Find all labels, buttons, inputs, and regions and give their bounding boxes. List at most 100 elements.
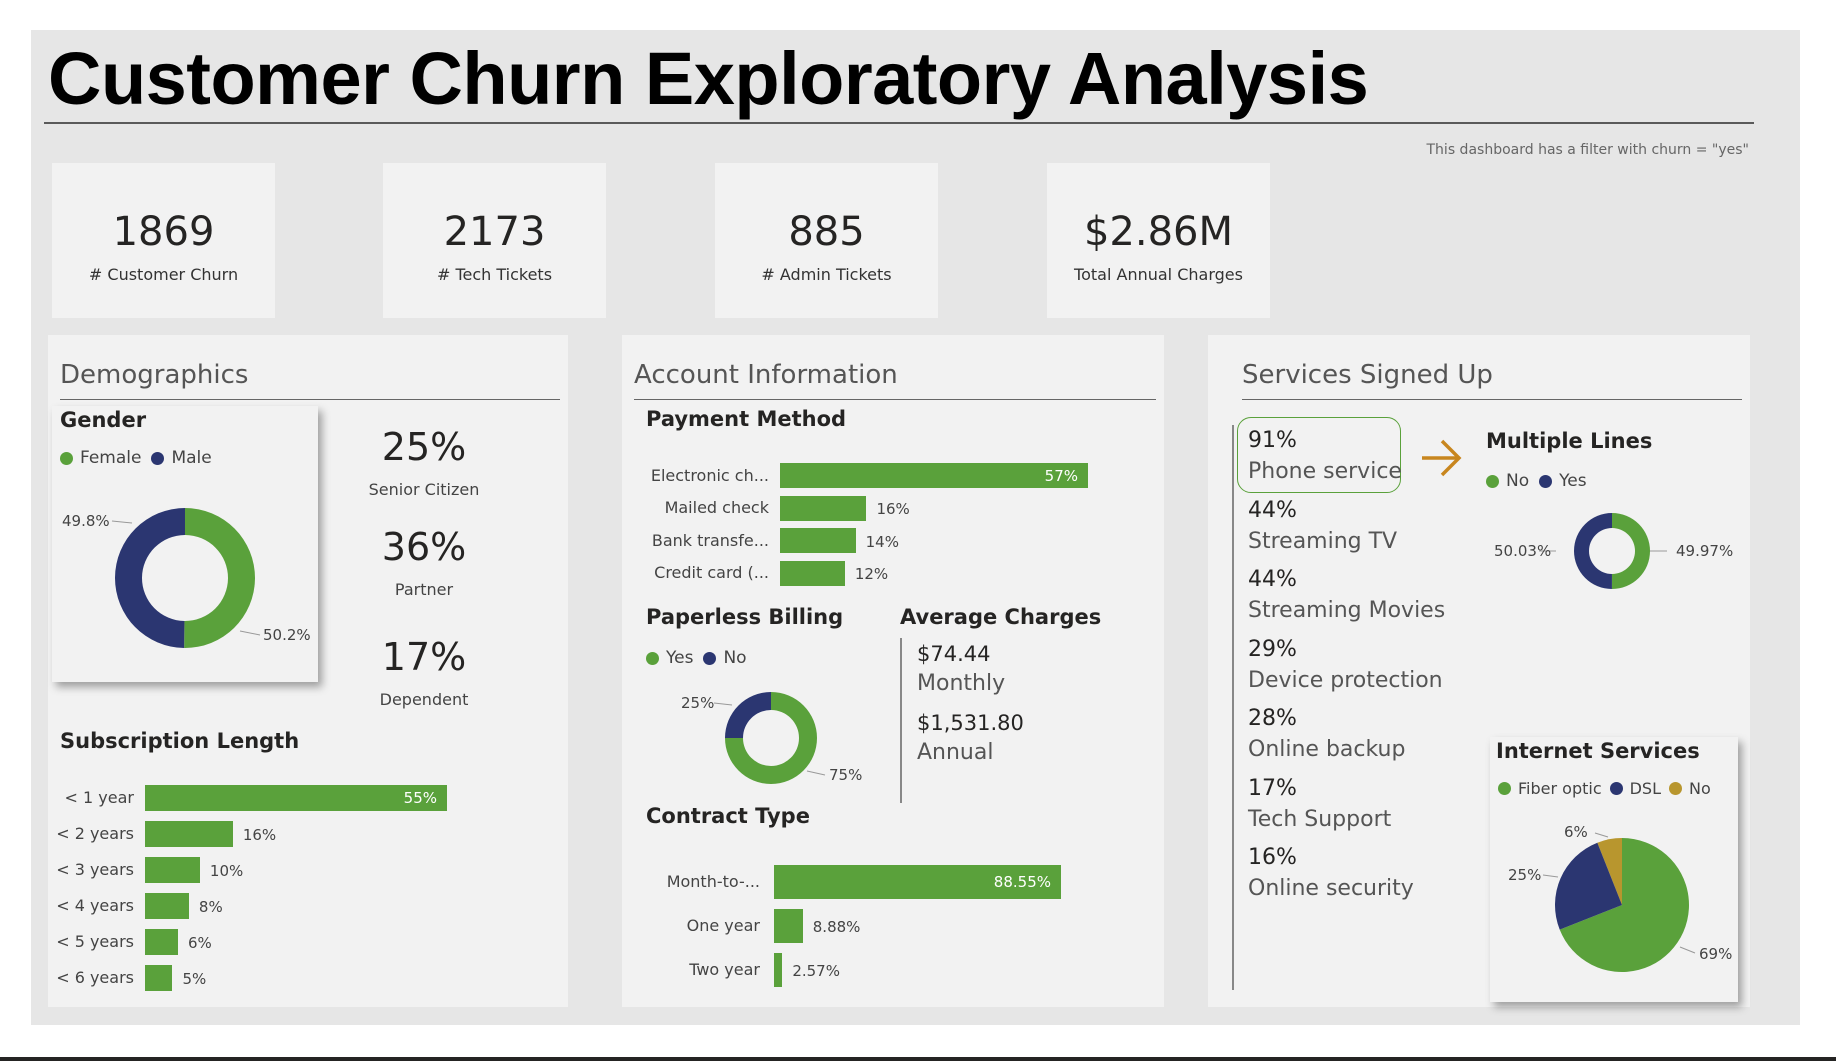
bar-electronic-ch[interactable] xyxy=(780,463,1088,488)
service-pct-tech-support: 17% xyxy=(1248,775,1297,801)
avg-monthly-label: Monthly xyxy=(917,671,1006,696)
legend-yes: Yes xyxy=(666,648,694,668)
dependent-label: Dependent xyxy=(379,690,469,709)
avg-annual-value: $1,531.80 xyxy=(917,711,1024,735)
bar-2-years[interactable] xyxy=(145,821,233,847)
phone-service-highlight[interactable] xyxy=(1237,417,1401,493)
services-list: 91% Phone service 44% Streaming TV 44% Stream… xyxy=(1208,335,1508,1007)
service-pct-device-protection: 29% xyxy=(1248,636,1297,662)
senior-citizen-value: 25% xyxy=(381,425,467,469)
slice-no[interactable] xyxy=(1611,513,1651,589)
bar-value-label: 5% xyxy=(182,970,207,988)
legend-fiber-optic: Fiber optic xyxy=(1518,779,1602,798)
kpi-label: # Tech Tickets xyxy=(436,265,553,284)
bar-value-label: 57% xyxy=(1044,466,1078,485)
bar-category-electronic-ch: Electronic ch... xyxy=(650,465,769,485)
bar-3-years[interactable] xyxy=(145,857,200,883)
bar-category-two-year: Two year xyxy=(689,960,760,979)
no-legend-dot xyxy=(703,651,717,665)
internet-services-title: Internet Services xyxy=(1496,739,1700,763)
slice-female[interactable] xyxy=(184,508,255,648)
legend-no: No xyxy=(1689,779,1711,798)
legend-no: No xyxy=(1506,471,1530,491)
senior-citizen-label: Senior Citizen xyxy=(368,480,480,499)
bar-one-year[interactable] xyxy=(774,909,803,943)
kpi-card-customer-churn[interactable]: 1869 # Customer Churn xyxy=(52,163,275,318)
ml-no-label: 50.03% xyxy=(1494,542,1552,560)
bar-two-year[interactable] xyxy=(774,953,783,987)
services-list-divider xyxy=(1232,425,1234,990)
paperless-legend: Yes No xyxy=(646,648,747,668)
fiber-optic-legend-dot xyxy=(1498,782,1511,795)
internet-services-pie-chart xyxy=(1542,832,1696,972)
payment-method-chart: Electronic ch... 57% Mailed check 16% Bank t… xyxy=(622,335,1164,1007)
inet-no-leader xyxy=(1594,832,1609,838)
multiple-lines-legend: No Yes xyxy=(1486,471,1587,491)
inet-no-label: 6% xyxy=(1564,823,1588,841)
service-pct-online-security: 16% xyxy=(1248,845,1297,870)
slice-yes[interactable] xyxy=(1574,513,1612,589)
slice-no[interactable] xyxy=(1597,838,1622,905)
gender-donut-chart xyxy=(111,508,261,648)
bar-category-bank-transfe: Bank transfe... xyxy=(651,530,769,550)
slice-no[interactable] xyxy=(725,692,771,738)
partner-label: Partner xyxy=(394,580,454,599)
bar-6-years[interactable] xyxy=(145,965,173,991)
yes-legend-dot xyxy=(646,651,659,665)
slice-fiber-optic[interactable] xyxy=(1559,838,1689,972)
gender-female-leader xyxy=(239,630,261,636)
bar-1-year[interactable] xyxy=(145,785,447,811)
multiple-lines-title: Multiple Lines xyxy=(1486,429,1653,453)
paperless-no-leader xyxy=(713,702,733,706)
inet-fiber-label: 69% xyxy=(1699,945,1733,963)
service-pct-phone-service: 91% xyxy=(1248,428,1297,453)
gender-visual[interactable]: Gender Female Male 49.8% 50.2% xyxy=(52,406,318,682)
contract-type-chart: Month-to-... 88.55% One year 8.88% Two year 2… xyxy=(622,335,1164,1007)
slice-male[interactable] xyxy=(114,508,185,648)
bar-value-label: 2.57% xyxy=(792,962,840,980)
kpi-card-tech-tickets[interactable]: 2173 # Tech Tickets xyxy=(383,163,606,318)
kpi-label: Total Annual Charges xyxy=(1074,265,1243,284)
average-charges-divider xyxy=(900,638,902,803)
account-information-panel: Account Information Payment Method Elect… xyxy=(622,335,1164,1007)
bar-value-label: 14% xyxy=(865,532,899,551)
bar-5-years[interactable] xyxy=(145,929,178,955)
gender-male-leader xyxy=(111,520,133,524)
bar-category-one-year: One year xyxy=(686,916,760,935)
slice-yes[interactable] xyxy=(725,692,817,784)
service-pct-online-backup: 28% xyxy=(1248,706,1297,731)
bar-bank-transfe[interactable] xyxy=(780,528,856,553)
avg-monthly-value: $74.44 xyxy=(917,642,991,666)
panel-divider xyxy=(634,399,1156,400)
gender-legend: Female Male xyxy=(60,448,212,468)
male-legend-dot xyxy=(151,451,165,465)
panel-title: Account Information xyxy=(634,360,898,390)
bar-mailed-check[interactable] xyxy=(780,495,867,521)
inet-dsl-label: 25% xyxy=(1508,866,1542,884)
kpi-card-admin-tickets[interactable]: 885 # Admin Tickets xyxy=(715,163,938,318)
kpi-card-total-annual-charges[interactable]: $2.86M Total Annual Charges xyxy=(1047,163,1270,318)
bar-4-years[interactable] xyxy=(145,893,189,919)
internet-services-visual[interactable]: Internet Services Fiber optic DSL No 6% … xyxy=(1490,737,1738,1002)
page-title: Customer Churn Exploratory Analysis xyxy=(48,37,1369,120)
service-name-streaming-movies: Streaming Movies xyxy=(1248,598,1446,623)
bar-category-mailed-check: Mailed check xyxy=(664,498,769,517)
bar-category-6-years: < 6 years xyxy=(56,968,134,987)
internet-services-legend: Fiber optic DSL No xyxy=(1498,779,1711,798)
ml-yes-label: 49.97% xyxy=(1676,542,1734,560)
kpi-value: $2.86M xyxy=(1083,209,1234,255)
bar-value-label: 16% xyxy=(242,826,277,844)
demographics-panel: Demographics Gender Female Male 49.8% 50… xyxy=(48,335,568,1007)
average-charges-title: Average Charges xyxy=(900,605,1102,629)
bar-month-to[interactable] xyxy=(774,865,1061,899)
panel-divider xyxy=(60,399,560,400)
kpi-value: 885 xyxy=(788,209,865,255)
service-name-phone-service: Phone service xyxy=(1248,459,1402,484)
kpi-value: 1869 xyxy=(112,209,215,255)
slice-dsl[interactable] xyxy=(1555,842,1622,930)
bar-credit-card[interactable] xyxy=(780,560,845,586)
gender-title: Gender xyxy=(60,408,147,432)
bar-value-label: 16% xyxy=(876,500,910,518)
legend-male: Male xyxy=(171,448,212,468)
female-legend-dot xyxy=(60,451,73,465)
